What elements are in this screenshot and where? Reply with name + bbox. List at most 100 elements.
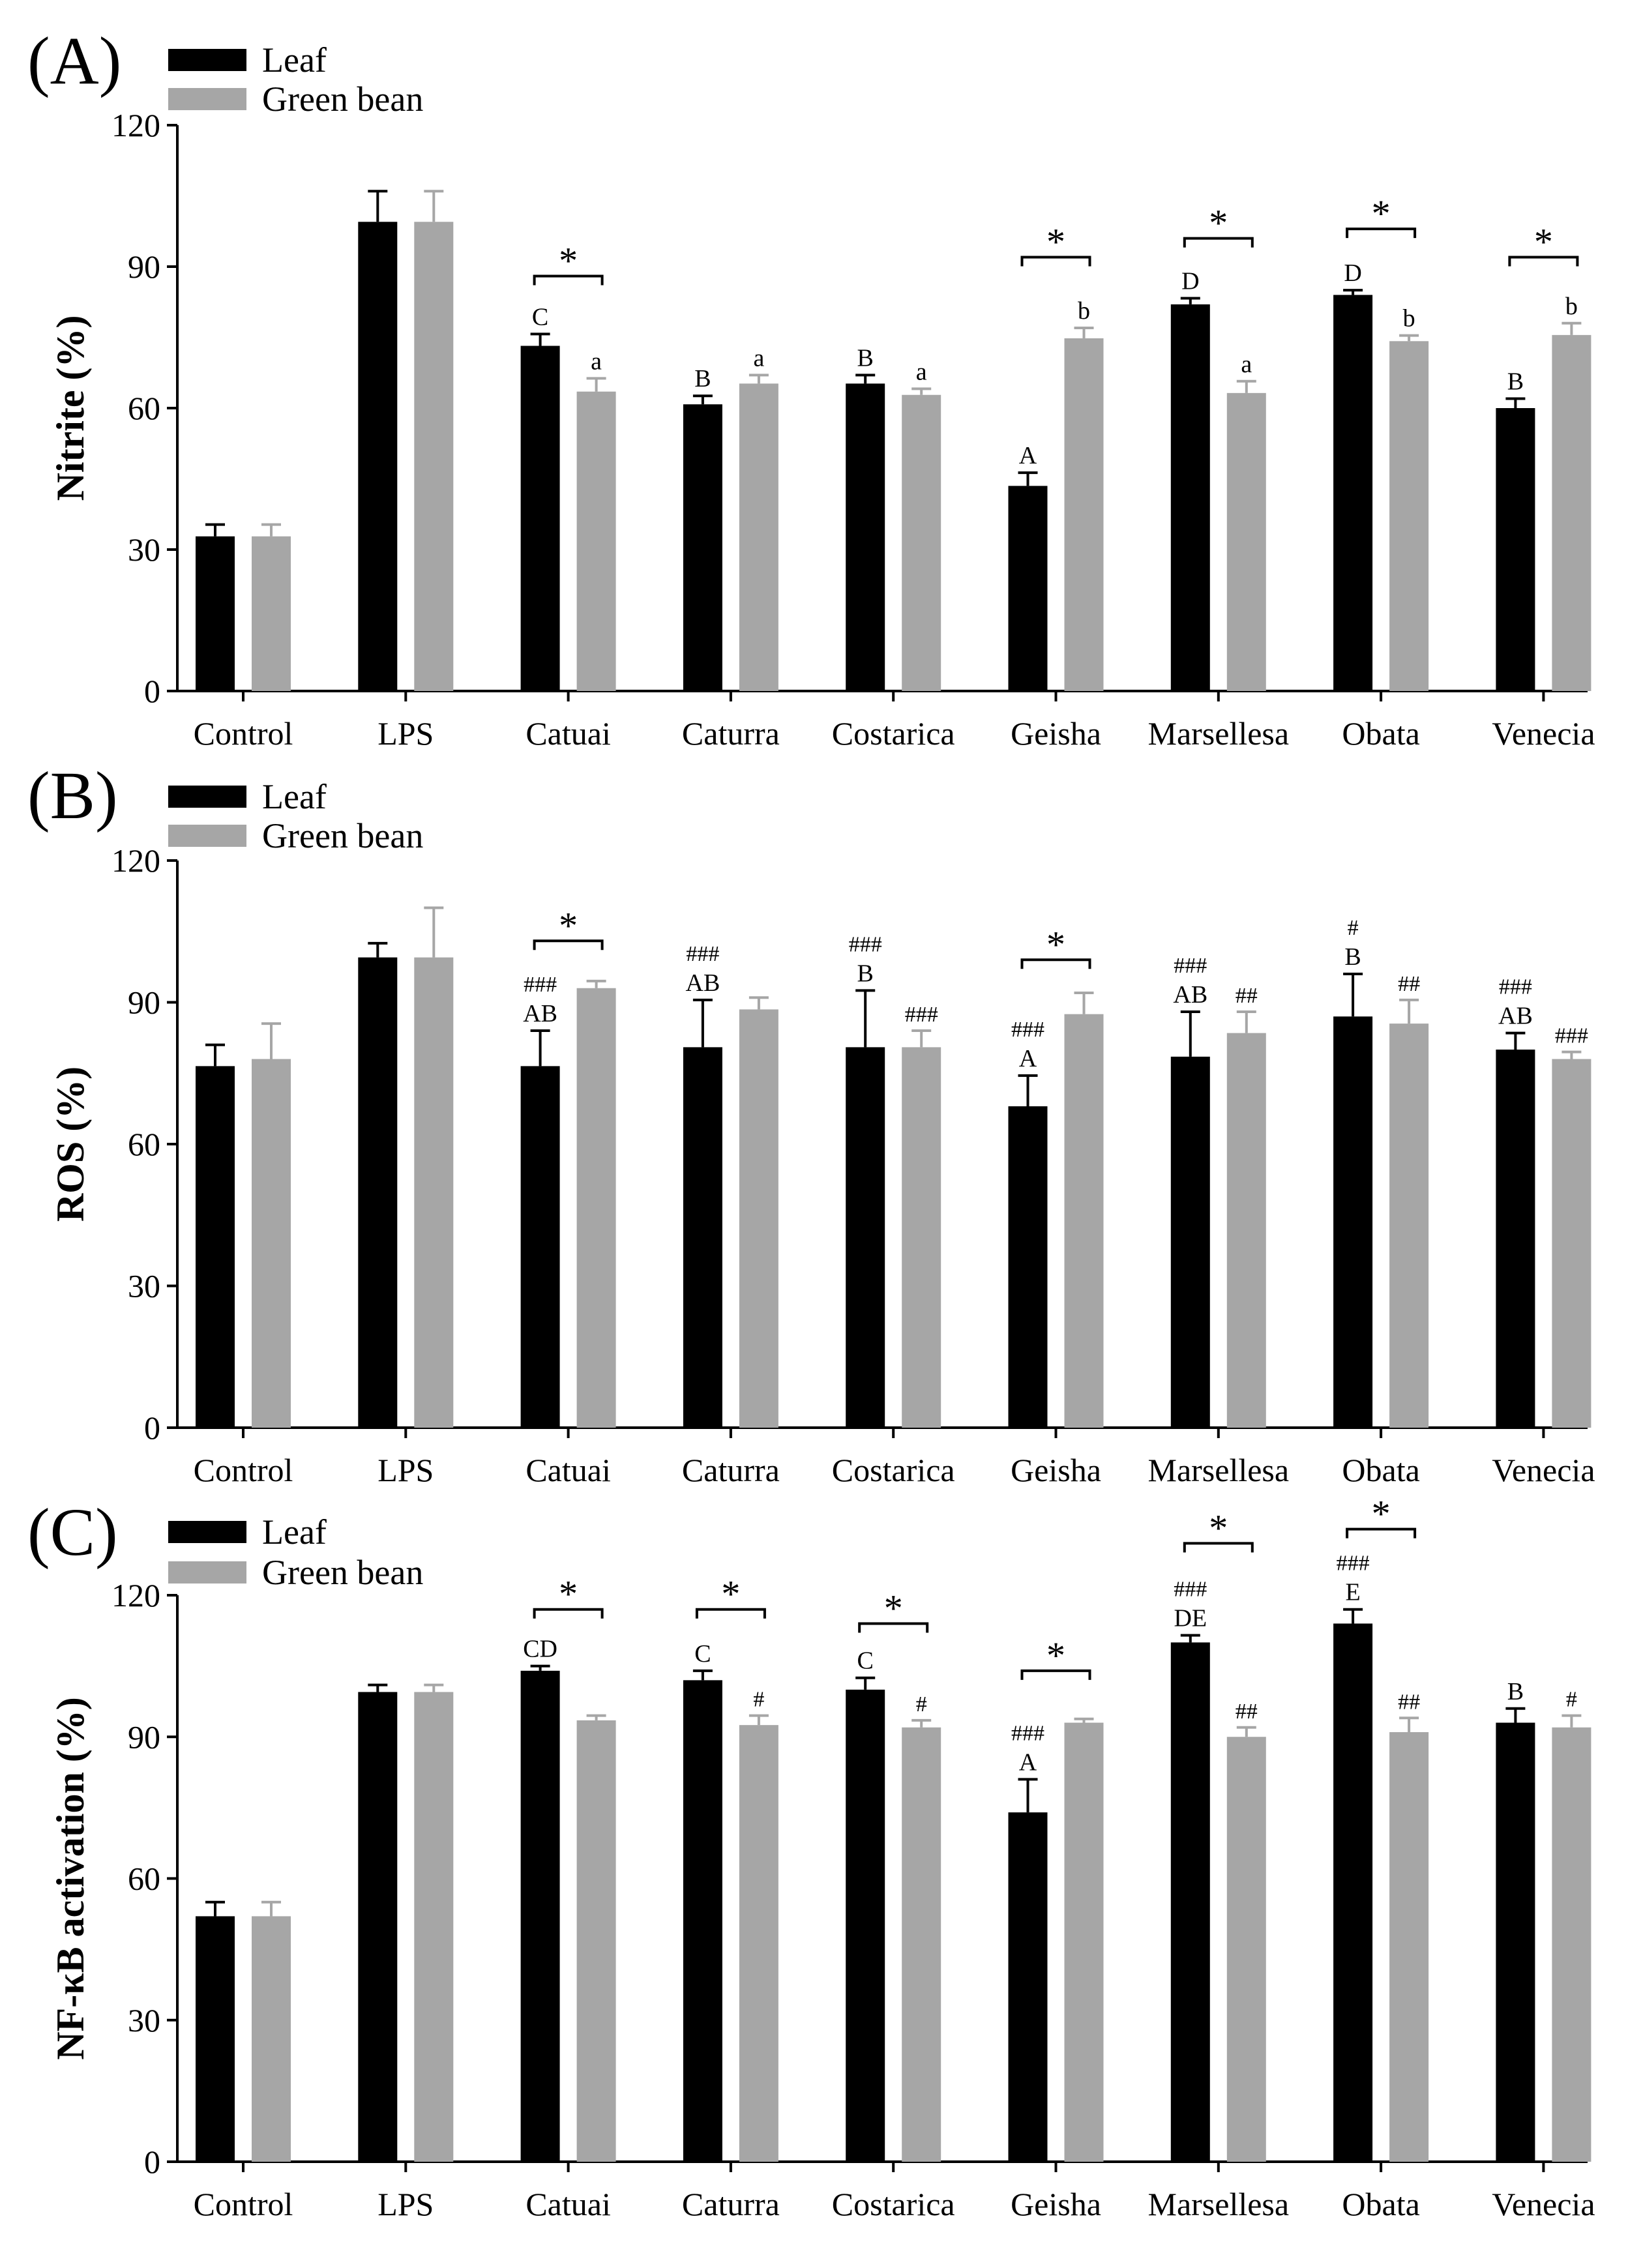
bar-leaf	[1170, 1056, 1210, 1428]
bar-green-bean	[252, 1916, 291, 2162]
y-tick-label: 30	[128, 531, 160, 568]
legend-label: Leaf	[262, 1512, 327, 1552]
bar-leaf	[358, 957, 398, 1428]
x-tick-label: Geisha	[1011, 1452, 1101, 1488]
x-tick-label: Caturra	[682, 2186, 780, 2222]
panel-label: (C)	[27, 1495, 118, 1570]
x-tick-label: Obata	[1342, 715, 1419, 752]
group-letter: A	[1019, 1045, 1037, 1072]
x-tick-label: Geisha	[1011, 715, 1101, 752]
group-letter: b	[1078, 297, 1090, 325]
y-tick-label: 0	[144, 1409, 160, 1446]
y-axis-label: Nitrite (%)	[49, 316, 92, 501]
y-tick-label: 120	[111, 1577, 160, 1613]
bar-green-bean	[902, 1047, 941, 1428]
bar-green-bean	[739, 1725, 778, 2162]
bar-leaf	[1496, 1722, 1535, 2162]
group-letter: B	[694, 365, 711, 392]
y-tick-label: 60	[128, 1861, 160, 1897]
hash-marker: #	[916, 1692, 927, 1716]
bar-green-bean	[902, 1727, 941, 2162]
bar-leaf	[1333, 295, 1373, 691]
bar-green-bean	[739, 383, 778, 691]
y-tick-label: 60	[128, 390, 160, 426]
bar-green-bean	[414, 1692, 454, 2162]
hash-marker: ##	[1236, 1700, 1258, 1724]
hash-marker: ###	[1011, 1721, 1044, 1745]
bar-leaf	[520, 1670, 560, 2162]
bar-green-bean	[1389, 341, 1429, 691]
significance-star: *	[1046, 221, 1065, 263]
hash-marker: ###	[1499, 975, 1532, 999]
significance-bracket	[1020, 1669, 1091, 1680]
legend-label: Green bean	[262, 1553, 423, 1592]
y-tick-label: 30	[128, 1268, 160, 1304]
bar-leaf	[846, 1689, 885, 2162]
y-tick-label: 30	[128, 2002, 160, 2039]
group-letter: AB	[1173, 981, 1207, 1009]
significance-bracket	[1183, 1542, 1254, 1553]
bar-green-bean	[1389, 1024, 1429, 1428]
significance-star: *	[559, 904, 578, 947]
bar-green-bean	[1226, 392, 1266, 691]
bar-green-bean	[1552, 1727, 1591, 2162]
bar-leaf	[683, 404, 722, 691]
bar-green-bean	[414, 957, 454, 1428]
x-tick-label: LPS	[377, 2186, 434, 2222]
significance-star: *	[1372, 1493, 1391, 1535]
hash-marker: ###	[1174, 1578, 1207, 1602]
bar-leaf	[1008, 1106, 1048, 1428]
bar-green-bean	[1226, 1737, 1266, 2162]
x-tick-label: Catuai	[525, 2186, 611, 2222]
y-tick-label: 90	[128, 248, 160, 285]
bar-leaf	[1496, 1050, 1535, 1428]
significance-star: *	[1534, 221, 1553, 263]
bar-green-bean	[576, 391, 616, 691]
group-letter: B	[857, 344, 874, 372]
bar-leaf	[520, 1066, 560, 1428]
bar-leaf	[683, 1047, 722, 1428]
significance-star: *	[721, 1573, 740, 1615]
group-letter: CD	[523, 1636, 557, 1663]
hash-marker: #	[753, 1688, 764, 1712]
hash-marker: ###	[849, 932, 882, 956]
group-letter: D	[1181, 267, 1199, 295]
group-letter: C	[694, 1640, 711, 1668]
group-letter: AB	[686, 969, 720, 997]
y-axis-label: NF-κB activation (%)	[49, 1697, 92, 2060]
significance-bracket	[695, 1608, 766, 1619]
legend-swatch	[168, 825, 246, 847]
bar-green-bean	[739, 1009, 778, 1428]
legend-label: Leaf	[262, 40, 327, 80]
hash-marker: ###	[686, 942, 719, 966]
significance-bracket	[1183, 237, 1254, 248]
hash-marker: #	[1566, 1688, 1577, 1712]
x-tick-label: Geisha	[1011, 2186, 1101, 2222]
panel-label: (B)	[27, 758, 118, 833]
group-letter: B	[1507, 1678, 1524, 1705]
hash-marker: ###	[905, 1003, 938, 1027]
bar-green-bean	[1064, 1014, 1104, 1428]
group-letter: B	[1507, 368, 1524, 396]
bar-leaf	[846, 383, 885, 691]
bar-leaf	[1008, 1812, 1048, 2162]
group-letter: C	[857, 1647, 874, 1675]
group-letter: a	[591, 347, 602, 375]
x-tick-label: Catuai	[525, 715, 611, 752]
significance-star: *	[1209, 202, 1228, 244]
significance-bracket	[533, 274, 604, 286]
x-tick-label: LPS	[377, 1452, 434, 1488]
bar-green-bean	[252, 536, 291, 691]
bar-green-bean	[1226, 1033, 1266, 1428]
y-tick-label: 120	[111, 842, 160, 879]
hash-marker: #	[1348, 916, 1359, 940]
group-letter: a	[1241, 351, 1252, 378]
x-tick-label: Control	[194, 2186, 293, 2222]
x-tick-label: LPS	[377, 715, 434, 752]
group-letter: A	[1019, 442, 1037, 469]
group-letter: B	[857, 960, 874, 987]
group-letter: AB	[523, 1000, 557, 1027]
significance-bracket	[858, 1622, 929, 1633]
